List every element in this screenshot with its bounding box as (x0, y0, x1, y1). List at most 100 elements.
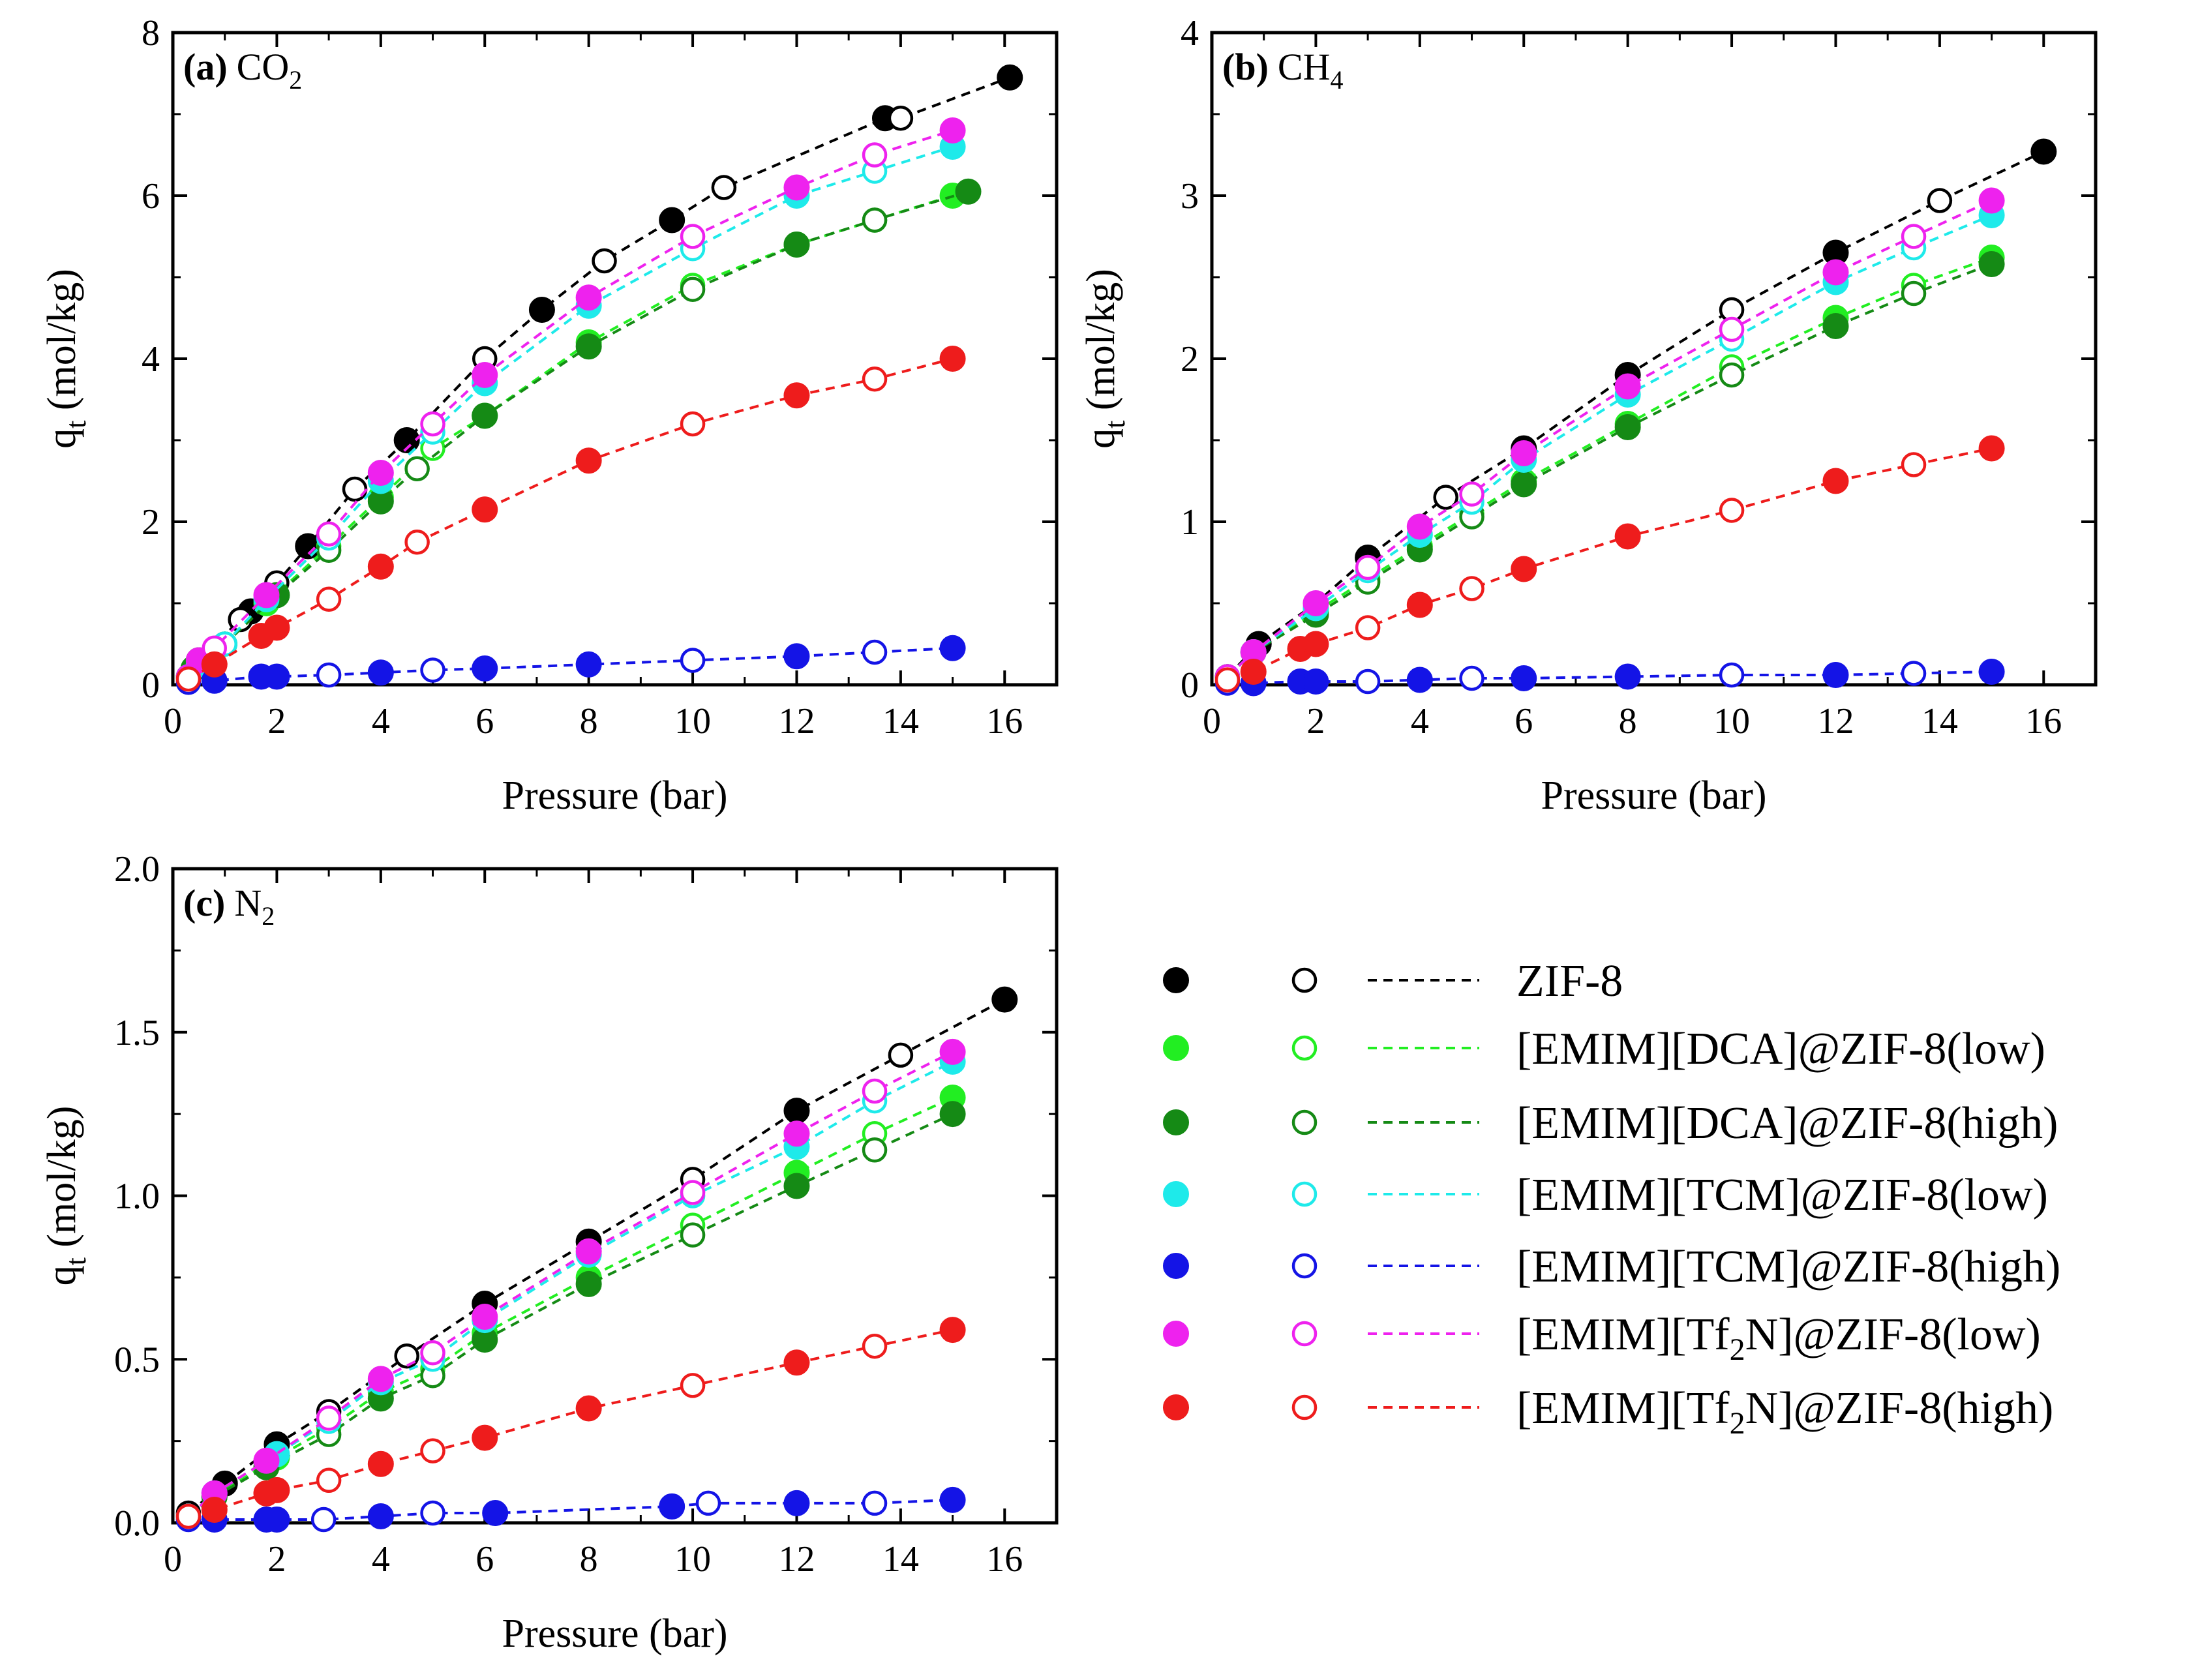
y-tick-label-1-0: 0 (1181, 665, 1199, 706)
point-filled-0-0-5 (659, 207, 686, 233)
legend-label-text: [EMIM][TCM]@ZIF-8(low) (1516, 1170, 2048, 1220)
point-filled-1-2-5 (1822, 313, 1849, 339)
y-axis-title-q: q (1079, 428, 1123, 449)
point-filled-1-4-5 (1614, 663, 1641, 690)
point-filled-2-6-4 (472, 1424, 498, 1451)
point-filled-1-5-2 (1406, 513, 1433, 540)
y-tick-label-0-0: 0 (142, 665, 160, 706)
point-filled-1-4-4 (1511, 665, 1537, 691)
point-filled-1-5-4 (1614, 373, 1641, 400)
point-open-2-6-2 (420, 1438, 445, 1463)
x-tick-label-0-1: 2 (267, 701, 286, 742)
point-filled-1-6-5 (1614, 523, 1641, 550)
x-tick-label-1-1: 2 (1306, 701, 1325, 742)
point-filled-1-2-6 (1978, 251, 2005, 277)
point-open-2-6-3 (680, 1373, 706, 1398)
series-0-6 (175, 346, 966, 692)
point-filled-1-6-4 (1511, 556, 1537, 582)
legend-label-pre: [EMIM][Tf (1516, 1383, 1730, 1433)
point-open-1-2-4 (1901, 280, 1927, 307)
point-filled-1-5-3 (1511, 440, 1537, 466)
y-tick-label-2-2: 1.0 (114, 1177, 160, 1217)
point-open-1-4-3 (1719, 662, 1745, 688)
x-tick-label-1-7: 14 (1921, 701, 1958, 742)
legend-open-marker-5 (1291, 1321, 1318, 1347)
legend-label-post: N]@ZIF-8(low) (1745, 1310, 2041, 1360)
point-filled-2-2-4 (575, 1270, 602, 1297)
point-open-0-4-3 (680, 648, 706, 673)
point-filled-0-5-1 (253, 582, 280, 608)
legend-label-text: ZIF-8 (1516, 956, 1623, 1006)
point-open-0-6-4 (862, 367, 888, 392)
series-1-5 (1214, 187, 2005, 689)
point-filled-0-6-4 (472, 496, 498, 523)
legend-label-5: [EMIM][Tf2N]@ZIF-8(low) (1516, 1310, 2041, 1367)
point-filled-0-0-7 (997, 64, 1023, 91)
y-tick-label-1-3: 3 (1181, 176, 1199, 217)
x-tick-label-2-0: 0 (164, 1539, 182, 1580)
legend-open-marker-6 (1291, 1394, 1318, 1420)
y-axis-title-1: qt (mol/kg) (1079, 269, 1131, 449)
point-open-2-2-4 (862, 1137, 888, 1163)
x-tick-label-2-7: 14 (882, 1539, 919, 1580)
panel-label-letter: (c) (183, 882, 225, 924)
point-open-0-5-3 (420, 411, 445, 437)
point-open-1-0-2 (1433, 485, 1458, 510)
point-filled-0-5-3 (472, 362, 498, 388)
point-filled-1-4-2 (1303, 668, 1329, 695)
point-open-0-6-1 (316, 586, 342, 612)
point-filled-0-4-3 (367, 659, 394, 686)
legend-open-marker-2 (1291, 1109, 1318, 1135)
legend-label-text: [EMIM][DCA]@ZIF-8(high) (1516, 1098, 2058, 1148)
point-open-2-6-4 (862, 1333, 888, 1359)
legend-item-1: [EMIM][DCA]@ZIF-8(low) (1163, 1024, 2045, 1074)
point-filled-1-5-5 (1822, 259, 1849, 286)
y-tick-label-1-1: 1 (1181, 502, 1199, 543)
x-tick-label-0-7: 14 (882, 701, 919, 742)
legend-filled-marker-5 (1163, 1321, 1189, 1347)
point-open-1-4-2 (1459, 665, 1484, 691)
point-open-0-6-2 (404, 530, 430, 555)
point-filled-2-4-2 (264, 1506, 290, 1533)
legend-item-3: [EMIM][TCM]@ZIF-8(low) (1163, 1170, 2048, 1220)
y-tick-label-0-4: 8 (142, 13, 160, 53)
legend-label-4: [EMIM][TCM]@ZIF-8(high) (1516, 1242, 2060, 1292)
point-open-0-2-5 (862, 207, 888, 233)
point-open-2-4-1 (310, 1507, 337, 1533)
point-filled-0-4-2 (264, 663, 290, 690)
point-filled-1-5-1 (1303, 590, 1329, 616)
panel-label-letter: (a) (183, 46, 228, 88)
panel-label-gas: N (234, 882, 262, 924)
point-filled-2-5-6 (939, 1038, 966, 1065)
point-filled-1-4-3 (1406, 667, 1433, 693)
x-tick-label-2-5: 10 (674, 1539, 711, 1580)
point-filled-0-2-5 (783, 232, 810, 258)
point-filled-0-5-6 (939, 117, 966, 143)
legend-item-4: [EMIM][TCM]@ZIF-8(high) (1163, 1242, 2060, 1292)
x-tick-label-0-8: 16 (986, 701, 1023, 742)
point-open-2-2-3 (680, 1222, 706, 1248)
point-filled-0-2-4 (575, 333, 602, 360)
point-open-0-0-6 (711, 175, 737, 200)
legend-label-sub: 2 (1730, 1406, 1745, 1441)
legend-filled-marker-4 (1163, 1253, 1189, 1279)
x-axis-title-text: Pressure (bar) (502, 1612, 727, 1656)
x-tick-label-1-3: 6 (1514, 701, 1533, 742)
panel-label-gas: CO (237, 46, 290, 88)
series-1-6 (1214, 435, 2005, 693)
x-tick-label-1-4: 8 (1619, 701, 1637, 742)
x-tick-label-1-0: 0 (1203, 701, 1221, 742)
point-filled-1-2-4 (1614, 414, 1641, 440)
point-filled-2-2-5 (783, 1173, 810, 1199)
legend-item-2: [EMIM][DCA]@ZIF-8(high) (1163, 1098, 2058, 1148)
legend-open-marker-1 (1291, 1035, 1318, 1061)
point-filled-1-6-3 (1406, 592, 1433, 618)
y-tick-label-0-2: 4 (142, 339, 160, 380)
point-open-0-0-3 (342, 476, 368, 502)
panel-2: 0 2 4 6 8 10 12 14 16 0.0 0.5 1.0 1.5 2.0 Pressure (ba… (40, 849, 1059, 1656)
x-axis-title-text: Pressure (bar) (502, 773, 727, 818)
point-filled-0-4-6 (783, 643, 810, 670)
point-filled-0-6-5 (575, 447, 602, 474)
point-open-0-0-7 (888, 106, 914, 131)
